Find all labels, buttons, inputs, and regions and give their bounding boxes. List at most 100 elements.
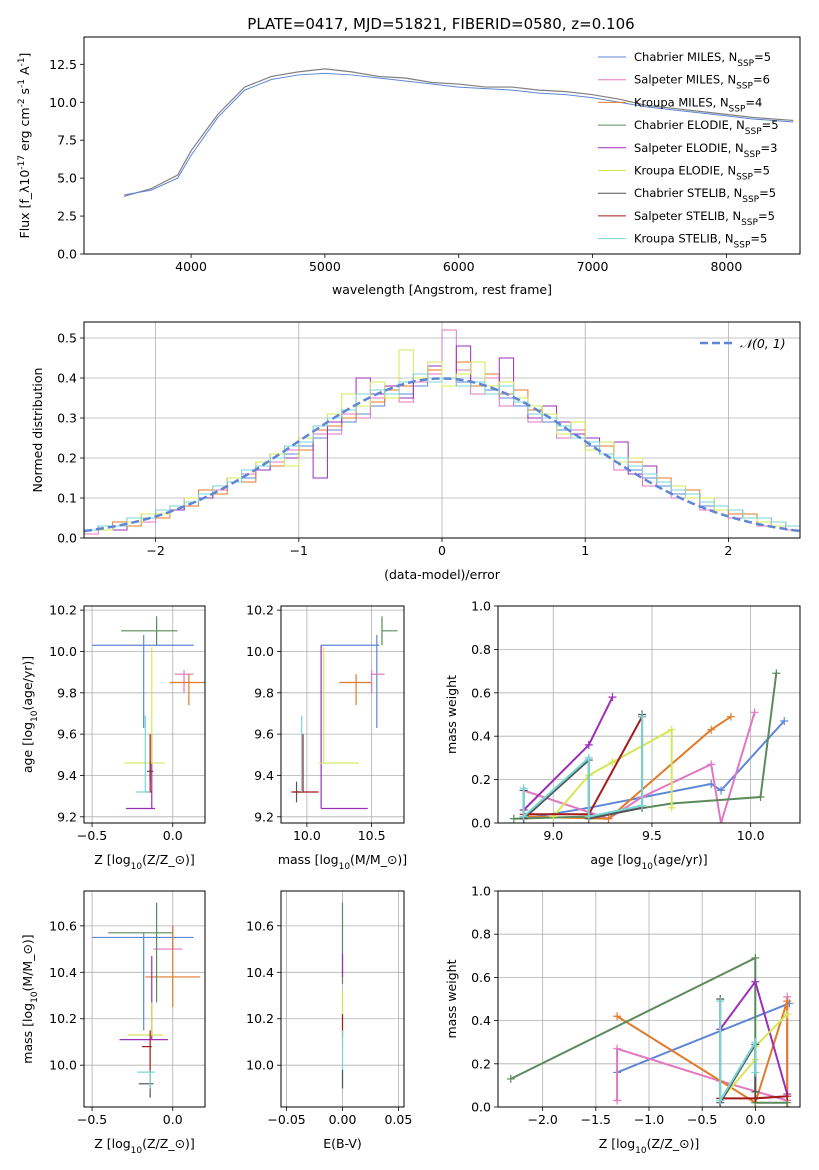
weight-marker [584,753,593,762]
weight-marker [519,812,528,821]
panel-ebv-mass: −0.05 0.00 0.05 10.0 10.2 10.4 10.6 E(B-V) [246,890,412,1151]
legend-label: 𝒩(0, 1) [740,336,786,351]
y-tick-label: 9.6 [254,727,274,742]
legend-label: Chabrier MILES, NSSP=5 [634,50,771,69]
x-tick-label: 0.05 [384,1112,412,1127]
x-tick-label: 10.0 [737,828,765,843]
legend-label: Chabrier ELODIE, NSSP=5 [634,118,779,137]
axes-frame [83,890,206,1108]
y-tick-label: 0.4 [57,371,77,386]
x-tick-label: −0.5 [687,1112,717,1127]
axes-frame [83,605,206,824]
y-tick-label: 0.2 [471,772,491,787]
weight-marker [613,1012,622,1021]
y-tick-label: 10.4 [49,965,77,980]
weight-marker [667,803,676,812]
x-axis-label: (data-model)/error [384,567,501,582]
weight-line-kroupa-miles [523,715,732,820]
x-tick-label: 2 [724,543,732,558]
y-tick-label: 12.5 [49,57,77,72]
x-tick-label: −2.0 [527,1112,557,1127]
weight-marker [751,1094,760,1103]
legend-label: Salpeter MILES, NSSP=6 [634,73,770,92]
panel-z-mass-errorbars: −0.5 0.0 10.0 10.2 10.4 10.6 Z [log10(Z/Z_⊙)] m… [20,890,206,1156]
y-tick-label: 0.2 [471,1056,491,1071]
spectrum-legend: Chabrier MILES, NSSP=5 Salpeter MILES, NS… [598,50,779,251]
x-tick-label: −0.5 [77,1112,107,1127]
y-tick-label: 10.2 [49,603,77,618]
x-tick-label: 5000 [309,259,341,274]
panel-z-mass-weight: −2.0 −1.5 −1.0 −0.5 0.0 0.0 0.2 0.4 0.6 0.8 1.0 Z [… [444,884,801,1156]
weight-marker [584,740,593,749]
x-tick-label: 9.0 [543,828,563,843]
y-tick-label: 10.0 [49,644,77,659]
y-tick-label: 0.8 [471,927,491,942]
weight-line-kroupa-stelib [719,1001,757,1105]
x-axis-label: E(B-V) [323,1136,362,1151]
weight-marker [751,1038,760,1047]
x-tick-label: 8000 [710,259,742,274]
x-tick-label: −0.05 [267,1112,305,1127]
y-axis-label: Normed distribution [30,368,45,493]
legend-label: Kroupa MILES, NSSP=4 [634,95,762,114]
weight-marker [716,997,725,1006]
x-axis-label: mass [log10(M/M_⊙)] [278,852,407,872]
weight-marker [750,708,759,717]
weight-line-salpeter-miles [523,712,756,823]
histogram-plot [84,329,800,538]
weight-marker [638,712,647,721]
y-tick-label: 10.0 [246,1058,274,1073]
x-tick-label: 0.0 [163,1112,183,1127]
weight-marker [707,760,716,769]
x-tick-label: 7000 [577,259,609,274]
y-tick-label: 10.4 [246,965,274,980]
legend-label: Salpeter STELIB, NSSP=5 [634,209,775,228]
axes-frame [497,605,801,824]
spectrum-line-data [123,68,794,197]
y-tick-label: 0.0 [471,1100,491,1115]
y-tick-label: 0.4 [471,729,491,744]
errorbar-plot [291,616,398,810]
axes-frame [280,605,405,824]
y-tick-label: 9.2 [57,809,77,824]
weight-marker [506,1074,515,1083]
weight-marker [717,786,726,795]
weight-marker [751,953,760,962]
x-tick-label: −1.0 [634,1112,664,1127]
y-tick-label: 0.5 [57,331,77,346]
x-tick-label: 1 [581,543,589,558]
gaussian-curve [84,377,800,533]
x-tick-label: 6000 [443,259,475,274]
errorbar-plot [92,616,205,810]
y-tick-label: 0.0 [57,531,77,546]
panel-spectrum: 4000 5000 6000 7000 8000 0.0 2.5 5.0 7.5 10.0 12.5… [17,36,801,297]
y-tick-label: 9.6 [57,727,77,742]
weight-marker [509,814,518,823]
x-axis-label: wavelength [Angstrom, rest frame] [332,282,552,297]
y-tick-label: 7.5 [57,133,77,148]
weight-marker [717,819,726,823]
hist-kroupa-stelib [84,373,800,538]
x-tick-label: 0.00 [329,1112,357,1127]
spectrum-line-chabrier-miles [124,72,794,196]
x-tick-label: −1.5 [581,1112,611,1127]
weight-line-salpeter-elodie [719,979,789,1095]
x-tick-label: −0.5 [77,828,107,843]
weight-marker [519,784,528,793]
weight-marker [783,997,792,1006]
x-axis-label: Z [log10(Z/Z_⊙)] [599,1136,700,1156]
y-axis-label: age [log10(age/yr)] [20,656,40,773]
weight-line-salpeter-elodie [522,696,614,811]
y-tick-label: 10.0 [49,1058,77,1073]
axes-frame [83,36,801,255]
panel-mass-age-errorbars: 10.0 10.5 9.2 9.4 9.6 9.8 10.0 10.2 mass [log10(… [246,603,407,872]
y-tick-label: 5.0 [57,171,77,186]
legend-label: Chabrier STELIB, NSSP=5 [634,186,776,205]
weight-line-chabrier-miles [616,1002,790,1074]
weight-marker [716,1096,725,1105]
legend-label: Kroupa ELODIE, NSSP=5 [634,164,770,183]
legend-label: Salpeter ELODIE, NSSP=3 [634,141,777,160]
weight-marker [613,1096,622,1105]
weight-marker [783,1092,792,1101]
x-tick-label: 9.5 [642,828,662,843]
